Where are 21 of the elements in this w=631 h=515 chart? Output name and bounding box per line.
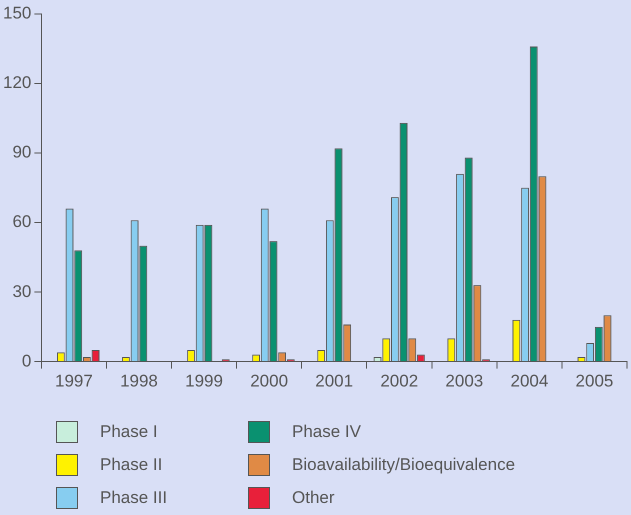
x-tick-label: 2003 <box>445 371 484 390</box>
y-tick-label: 60 <box>12 212 32 232</box>
x-tick-label: 2000 <box>250 371 288 390</box>
x-tick-label: 1998 <box>120 371 158 390</box>
legend-label: Phase II <box>100 454 162 474</box>
x-tick-label: 2004 <box>510 371 548 390</box>
x-tick-label: 2005 <box>576 371 614 390</box>
x-tick-label: 2001 <box>315 371 354 390</box>
legend-label: Bioavailability/Bioequivalence <box>292 454 516 474</box>
legend-label: Phase III <box>100 488 168 508</box>
y-tick-label: 90 <box>12 142 32 162</box>
y-tick-label: 120 <box>2 73 32 92</box>
x-tick-label: 1999 <box>185 371 223 390</box>
x-tick-label: 2002 <box>380 371 418 390</box>
legend-label: Phase I <box>100 422 158 442</box>
x-tick-label: 1997 <box>54 371 93 390</box>
legend-label: Other <box>292 488 335 508</box>
legend-label: Phase IV <box>292 422 361 442</box>
y-tick-label: 150 <box>2 4 32 23</box>
y-tick-label: 0 <box>22 351 32 370</box>
y-tick-label: 30 <box>12 282 32 301</box>
